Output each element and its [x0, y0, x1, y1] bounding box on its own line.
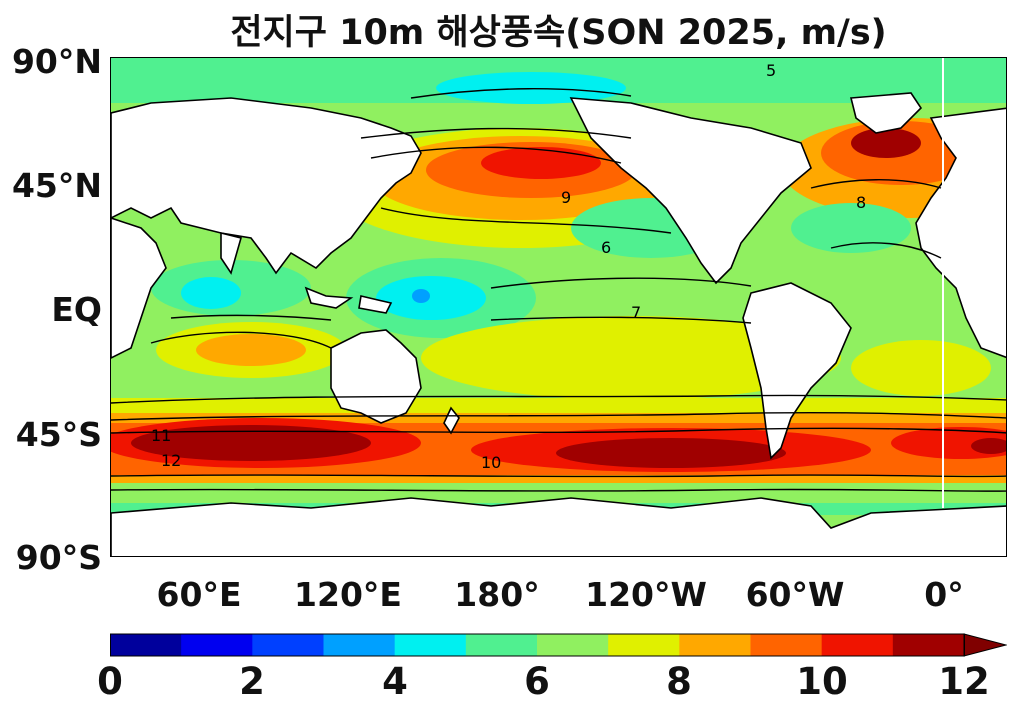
colorbar-cell: [394, 634, 467, 656]
colorbar-label-6: 6: [524, 660, 550, 703]
colorbar-cell: [679, 634, 751, 656]
colorbar-extend-arrow: [963, 633, 1007, 657]
lat-label-90s: 90°S: [15, 538, 102, 577]
lat-label-45s: 45°S: [15, 415, 102, 454]
wind-speed-map: 11 12 10 8 9 7 6 5: [110, 57, 1007, 557]
land: [111, 92, 1006, 556]
contour-value-labels: 11 12 10 8 9 7 6 5: [151, 61, 866, 472]
colorbar: [110, 633, 1007, 657]
colorbar-cell: [821, 634, 894, 656]
lat-label-45n: 45°N: [11, 166, 102, 205]
contour-label-11: 11: [151, 426, 171, 445]
colorbar-cell: [892, 634, 965, 656]
contour-label-8: 8: [856, 193, 866, 212]
colorbar-label-4: 4: [382, 660, 408, 703]
contour-label-10: 10: [481, 453, 501, 472]
colorbar-cells: [110, 633, 1007, 657]
lat-label-eq: EQ: [51, 290, 102, 329]
lon-label-60w: 60°W: [745, 575, 845, 614]
lat-label-90n: 90°N: [11, 42, 102, 81]
contour-label-5: 5: [766, 61, 776, 80]
contour-label-7: 7: [631, 303, 641, 322]
contour-label-6: 6: [601, 238, 611, 257]
colorbar-cell: [110, 634, 182, 656]
colorbar-label-8: 8: [666, 660, 692, 703]
map-title: 전지구 10m 해상풍속(SON 2025, m/s): [230, 13, 887, 53]
colorbar-cell: [608, 634, 680, 656]
colorbar-cell: [181, 634, 253, 656]
colorbar-label-2: 2: [239, 660, 265, 703]
colorbar-cell: [537, 634, 609, 656]
colorbar-border: [110, 633, 965, 657]
lon-label-120w: 120°W: [585, 575, 707, 614]
contour-label-12: 12: [161, 451, 181, 470]
lon-label-180: 180°: [454, 575, 540, 614]
lon-label-120e: 120°E: [294, 575, 402, 614]
lon-label-60e: 60°E: [156, 575, 242, 614]
contour-label-9: 9: [561, 188, 571, 207]
colorbar-label-10: 10: [796, 660, 848, 703]
colorbar-cell: [465, 634, 538, 656]
lon-label-0: 0°: [924, 575, 964, 614]
colorbar-cell: [252, 634, 324, 656]
colorbar-cell: [750, 634, 823, 656]
colorbar-cell: [323, 634, 396, 656]
contour-lines: [111, 88, 1006, 492]
colorbar-label-0: 0: [97, 660, 123, 703]
colorbar-label-12: 12: [938, 660, 990, 703]
map-svg: 11 12 10 8 9 7 6 5: [111, 58, 1006, 556]
